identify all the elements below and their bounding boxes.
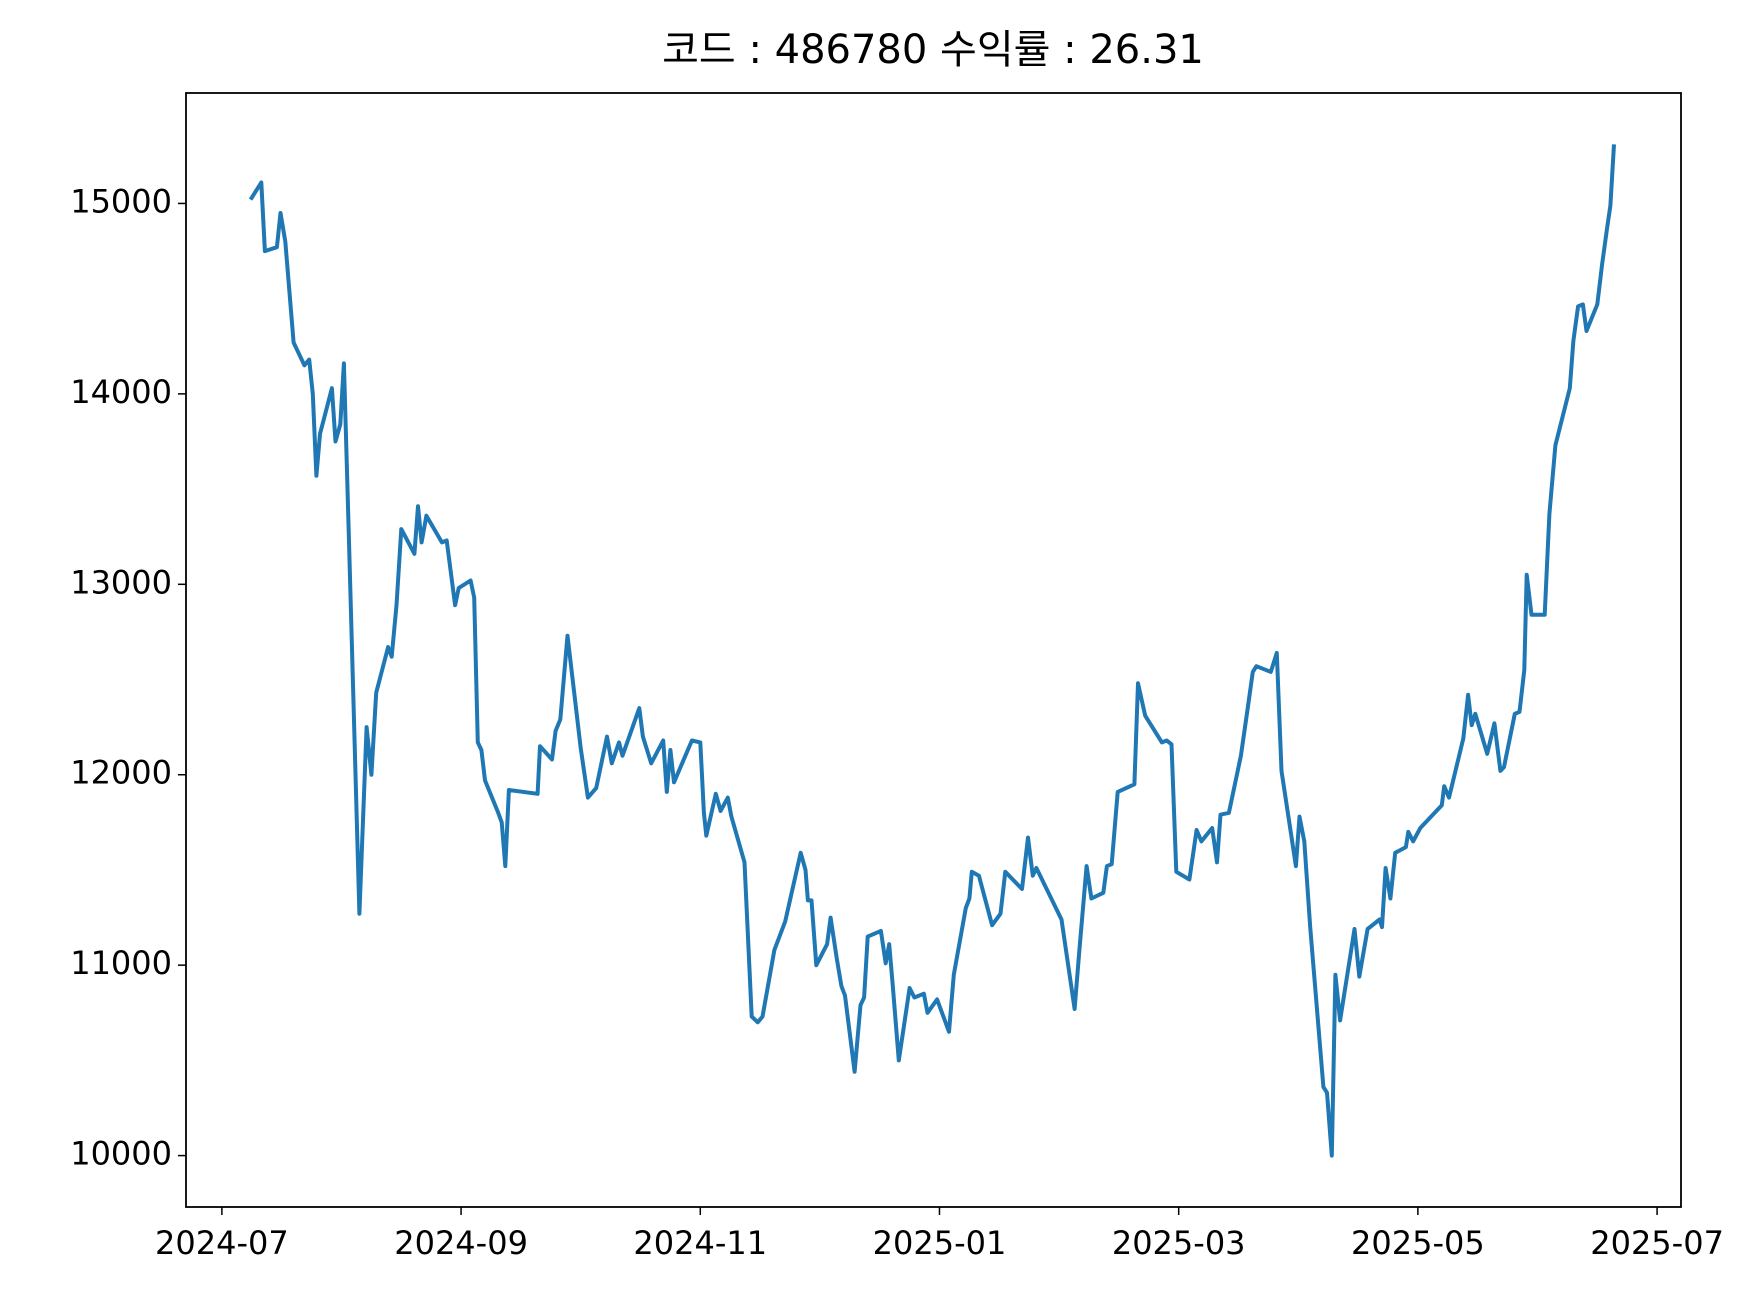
y-tick-label: 10000 (70, 1135, 172, 1173)
x-tick-label: 2024-09 (394, 1224, 528, 1262)
plot-frame (185, 92, 1682, 1208)
x-tick-label: 2024-07 (155, 1224, 289, 1262)
x-tick-label: 2025-03 (1112, 1224, 1246, 1262)
y-tick-label: 12000 (70, 754, 172, 792)
y-tick-label: 11000 (70, 944, 172, 982)
x-tick-label: 2025-07 (1590, 1224, 1724, 1262)
y-tick-label: 13000 (70, 563, 172, 601)
series-line (248, 144, 1616, 1158)
chart-title: 코드 : 486780 수익률 : 26.31 (662, 27, 1204, 73)
y-tick-label: 14000 (70, 373, 172, 411)
x-tick-label: 2025-05 (1351, 1224, 1485, 1262)
y-tick-label: 15000 (70, 182, 172, 220)
x-tick-label: 2025-01 (873, 1224, 1007, 1262)
x-tick-label: 2024-11 (633, 1224, 767, 1262)
